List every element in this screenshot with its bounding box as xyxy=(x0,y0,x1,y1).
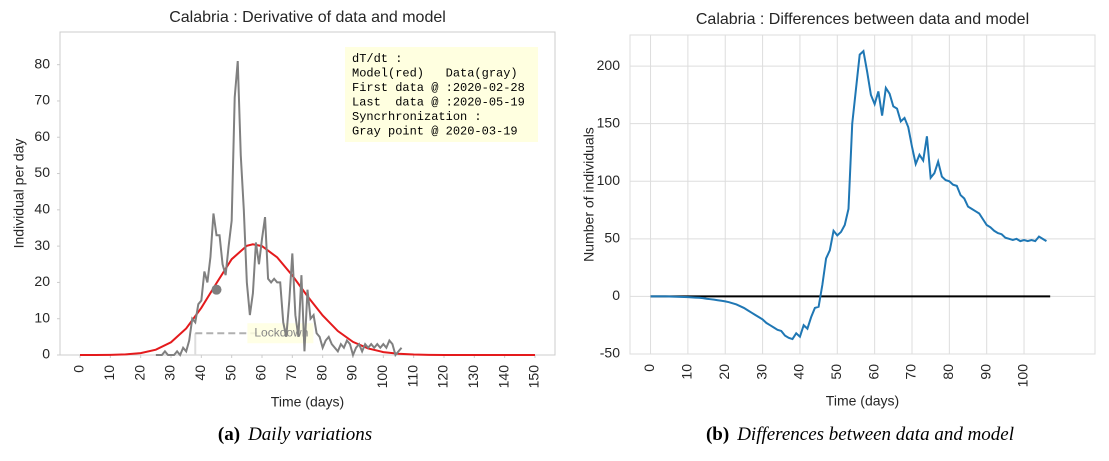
y-tick-label: 50 xyxy=(34,164,50,180)
x-tick-label: 90 xyxy=(977,364,993,380)
x-tick-label: 30 xyxy=(162,365,178,381)
x-tick-label: 100 xyxy=(1015,364,1031,388)
x-tick-label: 100 xyxy=(374,365,390,389)
lockdown-label: Lockdown xyxy=(254,325,308,339)
annotation-line: dT/dt : xyxy=(352,52,402,66)
x-tick-label: 150 xyxy=(526,365,542,389)
caption-text: Daily variations xyxy=(248,424,373,445)
plot-frame xyxy=(629,34,1096,355)
y-tick-label: 100 xyxy=(597,172,621,188)
y-tick-label: 0 xyxy=(612,287,620,303)
x-tick-label: 20 xyxy=(131,365,147,381)
caption: (b) Differences between data and model xyxy=(640,424,1080,446)
y-tick-label: -50 xyxy=(600,345,620,361)
caption-text: Differences between data and model xyxy=(737,424,1015,445)
x-tick-label: 20 xyxy=(716,364,732,380)
x-tick-label: 50 xyxy=(828,364,844,380)
x-tick-label: 80 xyxy=(313,365,329,381)
x-tick-label: 50 xyxy=(222,365,238,381)
chart-title: Calabria : Derivative of data and model xyxy=(169,9,446,26)
x-tick-label: 120 xyxy=(435,365,451,389)
x-axis-label: Time (days) xyxy=(826,393,899,409)
y-tick-label: 60 xyxy=(34,128,50,144)
y-tick-label: 150 xyxy=(597,114,621,130)
y-tick-label: 50 xyxy=(604,230,620,246)
x-tick-label: 60 xyxy=(865,364,881,380)
x-tick-label: 130 xyxy=(465,365,481,389)
x-tick-label: 60 xyxy=(253,365,269,381)
annotation-line: Last data @ :2020-05-19 xyxy=(352,96,525,110)
x-axis-label: Time (days) xyxy=(271,394,344,410)
y-tick-label: 200 xyxy=(597,57,621,73)
chart-title: Calabria : Differences between data and … xyxy=(696,11,1029,28)
x-tick-label: 90 xyxy=(344,365,360,381)
y-axis-label: Individual per day xyxy=(11,139,27,249)
plot-frame xyxy=(59,31,556,356)
x-tick-label: 30 xyxy=(753,364,769,380)
x-tick-label: 70 xyxy=(283,365,299,381)
x-tick-label: 10 xyxy=(101,365,117,381)
caption-label: (b) xyxy=(705,424,730,445)
y-tick-label: 80 xyxy=(34,55,50,71)
y-tick-label: 30 xyxy=(34,237,50,253)
series-line xyxy=(155,60,403,359)
y-axis-label: Number of individuals xyxy=(581,127,597,262)
x-tick-label: 140 xyxy=(495,365,511,389)
x-tick-label: 0 xyxy=(641,364,657,372)
annotation-line: Model(red) Data(gray) xyxy=(352,67,518,81)
x-tick-label: 110 xyxy=(404,365,420,388)
x-tick-label: 40 xyxy=(192,365,208,381)
x-tick-label: 80 xyxy=(940,364,956,380)
x-tick-label: 0 xyxy=(71,365,87,373)
y-tick-label: 0 xyxy=(42,346,50,362)
annotation-line: First data @ :2020-02-28 xyxy=(352,81,525,95)
x-tick-label: 40 xyxy=(791,364,807,380)
y-tick-label: 40 xyxy=(34,201,50,217)
y-tick-label: 20 xyxy=(34,273,50,289)
caption: (a) Daily variations xyxy=(100,424,490,446)
series-line xyxy=(650,49,1047,341)
x-tick-label: 10 xyxy=(679,364,695,380)
caption-label: (a) xyxy=(217,424,241,445)
sync-point xyxy=(211,284,222,295)
annotation-line: Syncrhronization : xyxy=(352,110,482,124)
annotation-box xyxy=(345,47,538,142)
annotation-line: Gray point @ 2020-03-19 xyxy=(352,125,518,139)
x-tick-label: 70 xyxy=(903,364,919,380)
y-tick-label: 10 xyxy=(34,309,50,325)
y-tick-label: 70 xyxy=(34,92,50,108)
